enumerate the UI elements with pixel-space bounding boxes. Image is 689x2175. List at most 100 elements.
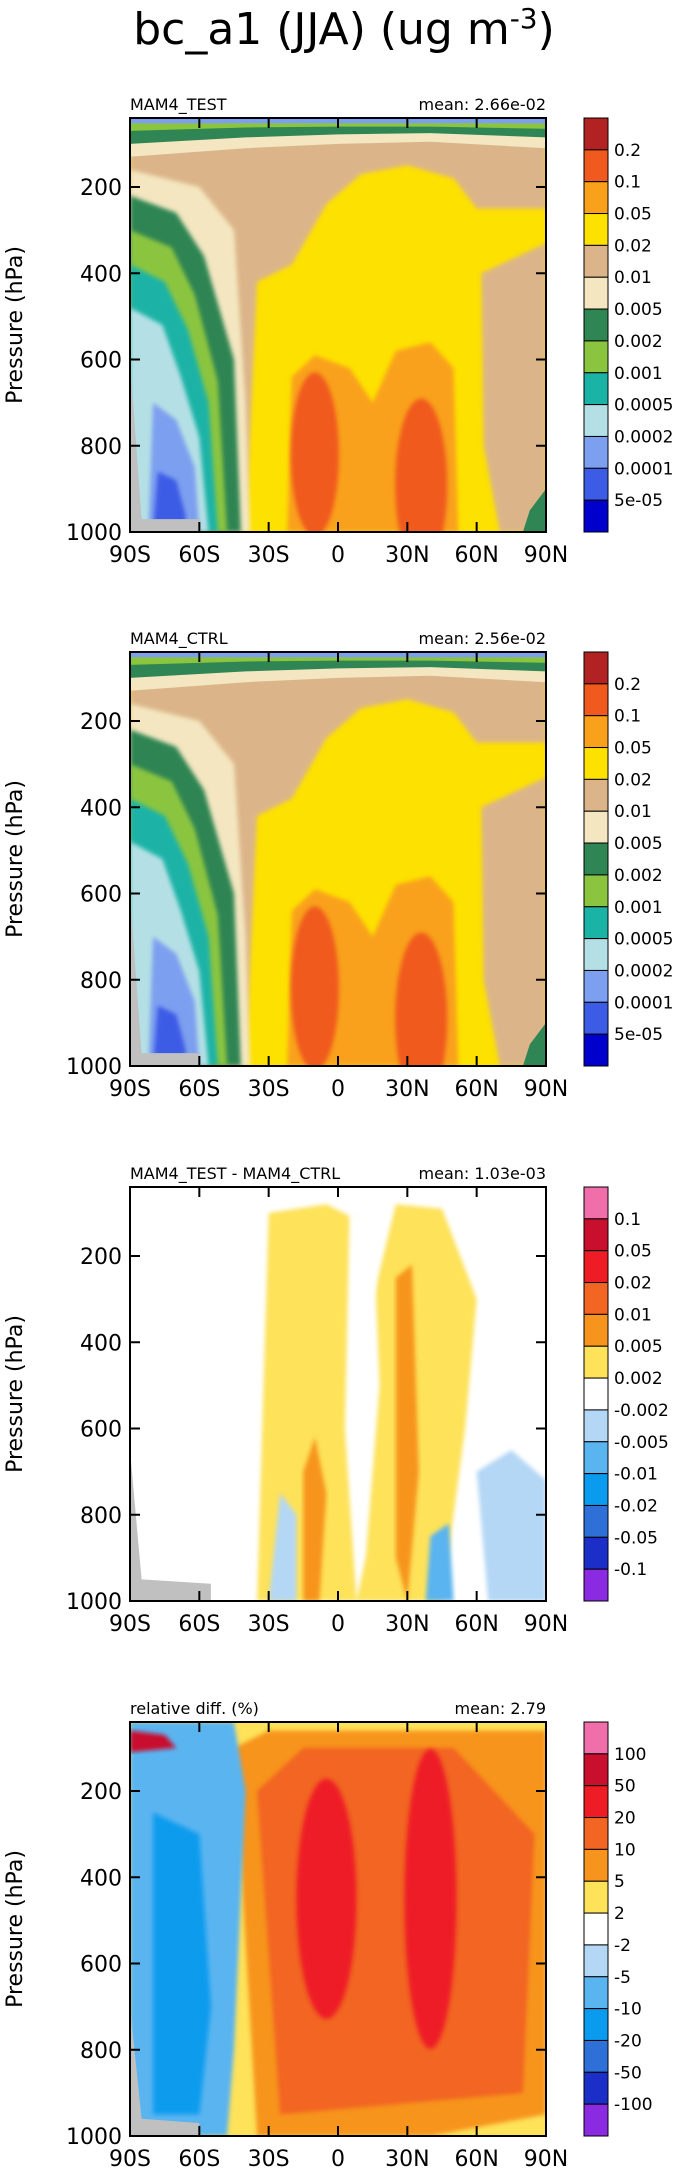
y-tick-label: 600 <box>80 1953 122 1978</box>
panel-3: MAM4_TEST - MAM4_CTRL mean: 1.03e-03 90S 60… <box>3 1164 669 1637</box>
colorbar-label: 0.002 <box>614 332 663 352</box>
colorbar-box <box>583 117 609 151</box>
x-tick-label: 90S <box>109 1077 151 1102</box>
contour-neg-core <box>425 1523 454 1601</box>
colorbar-label: 0.0001 <box>614 993 673 1013</box>
colorbar-box <box>583 435 609 469</box>
contour-0.01-nh <box>481 777 546 1066</box>
y-tick-label: 1000 <box>66 2125 122 2150</box>
colorbar-box <box>583 1817 609 1850</box>
colorbar-label: 0.02 <box>614 236 652 256</box>
topography-mask <box>130 1450 211 1601</box>
y-axis-label: Pressure (hPa) <box>3 246 28 404</box>
x-tick-label: 30N <box>385 1077 429 1102</box>
colorbar-label: 0.01 <box>614 268 652 288</box>
colorbar-box <box>583 308 609 342</box>
x-tick-label: 90S <box>109 1612 151 1637</box>
contour-neg-n <box>476 1450 546 1601</box>
contour-0.1-core-n <box>395 932 448 1066</box>
colorbar-label: 0.1 <box>614 707 641 727</box>
x-tick-label: 0 <box>331 543 345 568</box>
colorbar-label: 0.01 <box>614 802 652 822</box>
colorbar-box <box>583 683 609 717</box>
colorbar-box <box>583 778 609 812</box>
colorbar-label: 0.0001 <box>614 459 673 479</box>
panel-title: MAM4_CTRL <box>130 629 228 649</box>
x-tick-label: 0 <box>331 2147 345 2172</box>
x-tick-label: 90N <box>524 2147 568 2172</box>
colorbar-box <box>583 149 609 183</box>
colorbar-box <box>583 747 609 780</box>
contour-0.005-s <box>303 1437 327 1601</box>
panel-4: relative diff. (%) mean: 2.79 90S 60S 30S 0 30… <box>3 1699 653 2172</box>
colorbar-box <box>583 1848 609 1882</box>
colorbar-box <box>583 1536 609 1570</box>
colorbar-label: 0.02 <box>614 770 652 790</box>
contour-0.1-core-s <box>290 372 339 532</box>
colorbar-box <box>583 1377 609 1411</box>
contour-50 <box>130 1730 177 1753</box>
colorbar-box <box>583 1785 609 1819</box>
x-tick-label: 60N <box>454 1612 498 1637</box>
y-tick-label: 1000 <box>66 1590 122 1615</box>
colorbar-box <box>583 1250 609 1284</box>
contour-5e-05 <box>153 1005 186 1066</box>
colorbar-label: 0.005 <box>614 1337 663 1357</box>
colorbar-label: 0.0002 <box>614 427 673 447</box>
colorbar-label: -0.002 <box>614 1401 669 1421</box>
y-tick-label: 800 <box>80 1504 122 1529</box>
colorbar-box <box>583 1753 609 1787</box>
x-tick-label: 30N <box>385 2147 429 2172</box>
contour-5e-05 <box>153 471 186 532</box>
colorbar-label: 2 <box>614 1904 625 1924</box>
colorbar-label: 0.1 <box>614 173 641 193</box>
x-tick-label: 90S <box>109 2147 151 2172</box>
panel-title: MAM4_TEST <box>130 95 227 115</box>
colorbar-label: 5 <box>614 1872 625 1892</box>
contour-0.005-n <box>395 1264 419 1601</box>
colorbar-label: 0.05 <box>614 1242 652 1262</box>
panel-title: relative diff. (%) <box>130 1699 259 1718</box>
x-tick-label: 30S <box>248 543 290 568</box>
colorbar-box <box>583 874 609 908</box>
colorbar-label: 0.2 <box>614 141 641 161</box>
colorbar-label: -20 <box>614 2031 642 2051</box>
colorbar-label: 100 <box>614 1745 646 1765</box>
topography-mask <box>130 2006 200 2136</box>
colorbar-label: 0.005 <box>614 834 663 854</box>
contour-20-s <box>296 1778 357 2019</box>
x-tick-label: 90N <box>524 543 568 568</box>
topography-mask <box>130 359 200 532</box>
colorbar-box <box>583 2071 609 2105</box>
colorbar-label: -100 <box>614 2095 653 2115</box>
colorbar-label: 0.2 <box>614 675 641 695</box>
colorbar-label: 0.05 <box>614 205 652 225</box>
x-tick-label: 30N <box>385 1612 429 1637</box>
colorbar-label: 0.002 <box>614 866 663 886</box>
colorbar-label: 0.0002 <box>614 961 673 981</box>
plot-area <box>130 1722 546 2136</box>
x-tick-label: 30S <box>248 1612 290 1637</box>
contour-neg-s <box>268 1493 297 1601</box>
colorbar-box <box>583 499 609 533</box>
x-tick-label: 0 <box>331 1077 345 1102</box>
colorbar-box <box>583 715 609 749</box>
colorbar-box <box>583 1345 609 1379</box>
topography-mask <box>130 893 200 1066</box>
panel-mean: mean: 1.03e-03 <box>419 1164 546 1183</box>
colorbar-box <box>583 244 609 278</box>
plot-area <box>130 1187 546 1601</box>
y-tick-label: 800 <box>80 2039 122 2064</box>
colorbar-box <box>583 1282 609 1315</box>
contour-gap <box>344 1212 380 1601</box>
colorbar-label: -5 <box>614 1968 631 1988</box>
colorbar-label: -50 <box>614 2063 642 2083</box>
colorbar-box <box>583 1568 609 1602</box>
colorbar-label: 0.0005 <box>614 396 673 416</box>
colorbar-box <box>583 372 609 406</box>
colorbar-box <box>583 1473 609 1506</box>
x-tick-label: 60S <box>178 1077 220 1102</box>
colorbar-box <box>583 651 609 685</box>
y-tick-label: 1000 <box>66 521 122 546</box>
